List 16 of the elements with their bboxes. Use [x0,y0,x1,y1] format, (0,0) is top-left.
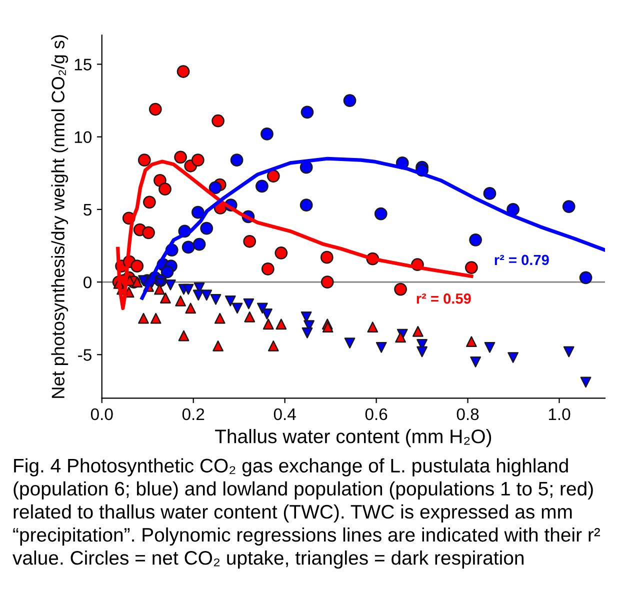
y-tick-label: 5 [84,204,92,216]
x-axis-title: Thallus water content (mm H₂O) [215,429,492,448]
x-tick-label: 0.6 [365,408,388,420]
y-tick-label: 0 [84,276,92,288]
y-tick-label: -5 [78,349,92,361]
x-tick-label: 0.8 [456,408,479,420]
x-tick-label: 1.0 [548,408,570,420]
x-tick-label: 0.4 [274,408,296,420]
series-label: r² = 0.59 [416,293,471,304]
x-tick-label: 0.0 [90,408,113,420]
x-tick-label: 0.2 [182,408,204,420]
caption: Fig. 4 Photosynthetic CO₂ gas exchange of L. pustulata highland (population 6; blue) and lowland population (populations 1 to 5; red) related to thallus water content (TWC). TWC is expressed as mm “precipitation”. Polynomic regressions lines are indicated with their r² value. Circles = net CO₂ uptake, triangles = dark respiration [12,458,600,569]
series-label: r² = 0.79 [494,254,549,266]
y-tick-label: 10 [74,131,92,144]
y-tick-label: 15 [74,58,92,70]
y-axis-title: Net photosynthesis/dry weight (nmol CO₂/g s) [51,35,68,398]
